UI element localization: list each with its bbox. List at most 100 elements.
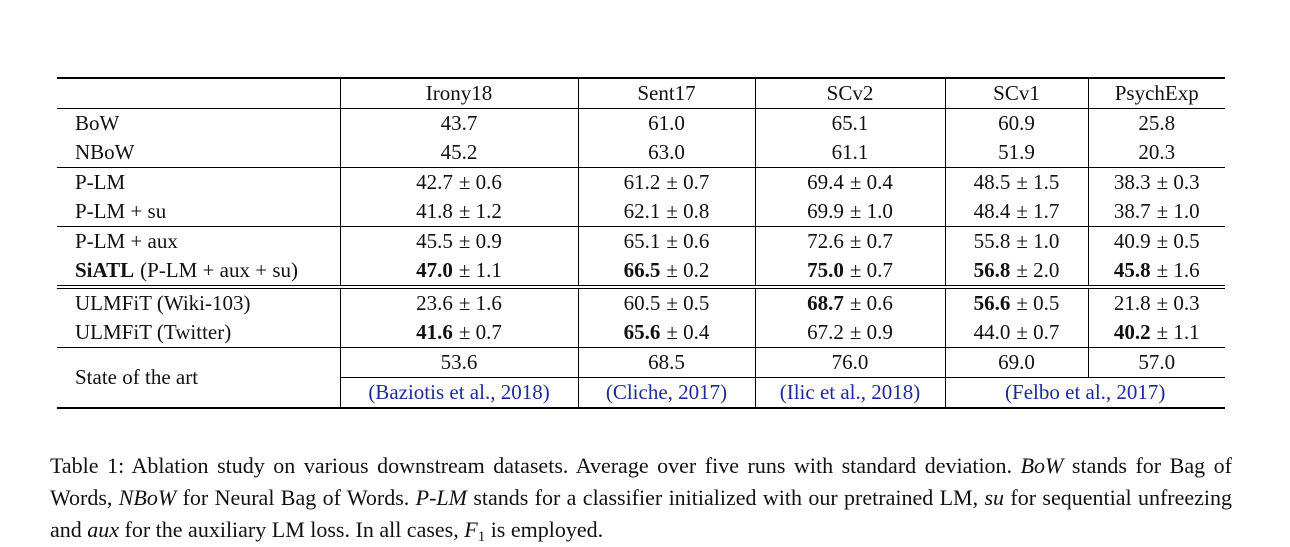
cell-value: 65.1 <box>623 229 661 253</box>
citation: (Ilic et al., 2018) <box>779 380 921 404</box>
caption-text: stands for Bag of Words, <box>50 453 1238 510</box>
cell-value: 69.9 <box>807 199 844 223</box>
cell-value: 42.7 <box>416 170 453 194</box>
cell-error: ± 1.0 <box>849 199 893 223</box>
cell-error: ± 0.7 <box>666 170 710 194</box>
cell-value: 47.0 <box>416 258 453 282</box>
table-row: ULMFiT (Twitter) 41.6 ± 0.7 65.6 ± 0.4 67.2 ± … <box>57 318 1225 348</box>
sota-value: 69.0 <box>944 347 1088 378</box>
row-label: NBoW <box>57 138 340 168</box>
data-cell: 69.4 ± 0.4 <box>754 167 945 197</box>
data-cell: 43.7 <box>339 108 578 138</box>
label-text: ULMFiT (Twitter) <box>75 320 232 344</box>
data-cell: 65.6 ± 0.4 <box>577 318 755 348</box>
cell-value: 66.5 <box>623 258 661 282</box>
caption-text: aux <box>87 517 120 542</box>
table-row: P-LM + su 41.8 ± 1.2 62.1 ± 0.8 69.9 ± 1.0 48.4… <box>57 197 1225 227</box>
cell-value: 23.6 <box>416 291 453 315</box>
cell-error: ± 1.1 <box>458 258 502 282</box>
cell-value: 61.2 <box>623 170 661 194</box>
row-label: State of the art <box>57 347 340 409</box>
data-cell: 45.2 <box>339 138 578 168</box>
data-cell: 42.7 ± 0.6 <box>339 167 578 197</box>
citation-cell: (Ilic et al., 2018) <box>754 377 945 409</box>
cell-error: ± 0.6 <box>849 291 893 315</box>
data-cell: 21.8 ± 0.3 <box>1087 285 1225 318</box>
table-row: SiATL (P-LM + aux + su) 47.0 ± 1.1 66.5 ± 0.2… <box>57 256 1225 287</box>
cell-value: 45.8 <box>1113 258 1151 282</box>
data-cell: 20.3 <box>1087 138 1225 168</box>
header-cell: PsychExp <box>1087 77 1225 109</box>
header-cell: SCv2 <box>754 77 945 109</box>
cell-error: ± 0.7 <box>849 258 893 282</box>
row-label: SiATL (P-LM + aux + su) <box>57 256 340 287</box>
cell-error: ± 2.0 <box>1016 258 1060 282</box>
data-cell: 61.1 <box>754 138 945 168</box>
sota-value: 53.6 <box>339 347 578 378</box>
cell-value: 62.1 <box>623 199 661 223</box>
caption-text: F <box>464 517 478 542</box>
row-label: BoW <box>57 109 340 139</box>
data-cell: 45.8 ± 1.6 <box>1087 256 1225 287</box>
label-text: P-LM + aux <box>75 229 178 253</box>
data-cell: 61.2 ± 0.7 <box>577 167 755 197</box>
cell-value: 20.3 <box>1138 140 1176 164</box>
label-text: SiATL <box>75 258 135 282</box>
table-row: ULMFiT (Wiki-103) 23.6 ± 1.6 60.5 ± 0.5 68.7 ±… <box>57 285 1225 318</box>
data-cell: 48.4 ± 1.7 <box>944 197 1088 227</box>
cell-value: 67.2 <box>807 320 844 344</box>
caption-text: 1 <box>477 529 486 545</box>
data-cell: 66.5 ± 0.2 <box>577 256 755 287</box>
cell-value: 56.6 <box>973 291 1011 315</box>
sota-value: 68.5 <box>577 347 755 378</box>
cell-value: 41.6 <box>416 320 453 344</box>
cell-value: 69.4 <box>807 170 844 194</box>
cell-value: 51.9 <box>998 140 1035 164</box>
label-text: P-LM + su <box>75 199 167 223</box>
data-cell: 48.5 ± 1.5 <box>944 167 1088 197</box>
cell-error: ± 0.7 <box>849 229 893 253</box>
table-row: BoW 43.7 61.0 65.1 60.9 25.8 <box>57 108 1225 139</box>
cell-value: 65.6 <box>623 320 661 344</box>
cell-value: 65.1 <box>831 111 869 135</box>
cell-value: 25.8 <box>1138 111 1176 135</box>
cell-value: 48.5 <box>973 170 1011 194</box>
cell-error: ± 1.7 <box>1016 199 1060 223</box>
cell-value: 21.8 <box>1113 291 1151 315</box>
header-cell: SCv1 <box>944 77 1088 109</box>
cell-error: ± 0.4 <box>666 320 710 344</box>
citation-cell: (Baziotis et al., 2018) <box>339 377 578 409</box>
label-text: ULMFiT (Wiki-103) <box>75 291 251 315</box>
citation: (Baziotis et al., 2018) <box>368 380 550 404</box>
cell-value: 43.7 <box>440 111 478 135</box>
data-cell: 61.0 <box>577 108 755 138</box>
caption-text: for sequential unfreezing and <box>50 485 1238 542</box>
label-text: P-LM <box>75 170 126 194</box>
cell-value: 60.9 <box>998 111 1035 135</box>
cell-error: ± 0.8 <box>666 199 710 223</box>
header-row: Irony18 Sent17 SCv2 SCv1 PsychExp <box>57 77 1225 109</box>
citation: (Felbo et al., 2017) <box>1005 380 1166 404</box>
caption-text: for Neural Bag of Words. <box>176 485 416 510</box>
data-cell: 68.7 ± 0.6 <box>754 285 945 318</box>
data-cell: 41.8 ± 1.2 <box>339 197 578 227</box>
caption-text: is employed. <box>485 517 604 542</box>
data-cell: 55.8 ± 1.0 <box>944 226 1088 256</box>
data-cell: 56.6 ± 0.5 <box>944 285 1088 318</box>
row-label: P-LM + aux <box>57 226 340 256</box>
label-text: BoW <box>75 111 120 135</box>
cell-value: 60.5 <box>623 291 661 315</box>
cell-error: ± 0.6 <box>666 229 710 253</box>
cell-error: ± 0.9 <box>849 320 893 344</box>
cell-value: 55.8 <box>973 229 1011 253</box>
cell-error: ± 0.5 <box>1156 229 1200 253</box>
data-cell: 40.2 ± 1.1 <box>1087 318 1225 348</box>
sota-row: State of the art 53.6 68.5 76.0 69.0 57.0 <box>57 347 1225 409</box>
cell-value: 48.4 <box>973 199 1011 223</box>
caption-text: Table 1: Ablation study on various downs… <box>50 453 1021 478</box>
data-cell: 51.9 <box>944 138 1088 168</box>
cell-error: ± 0.3 <box>1156 291 1200 315</box>
data-cell: 47.0 ± 1.1 <box>339 256 578 287</box>
row-label: ULMFiT (Wiki-103) <box>57 285 340 318</box>
